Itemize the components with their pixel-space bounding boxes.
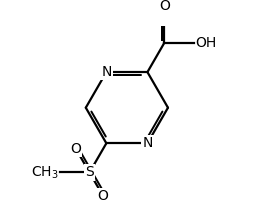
Text: OH: OH (195, 36, 217, 50)
Text: CH$_3$: CH$_3$ (31, 164, 58, 181)
Text: N: N (142, 136, 153, 150)
Text: O: O (97, 188, 108, 203)
Text: O: O (159, 0, 170, 13)
Text: O: O (71, 142, 81, 156)
Text: N: N (101, 65, 112, 79)
Text: S: S (85, 165, 94, 180)
